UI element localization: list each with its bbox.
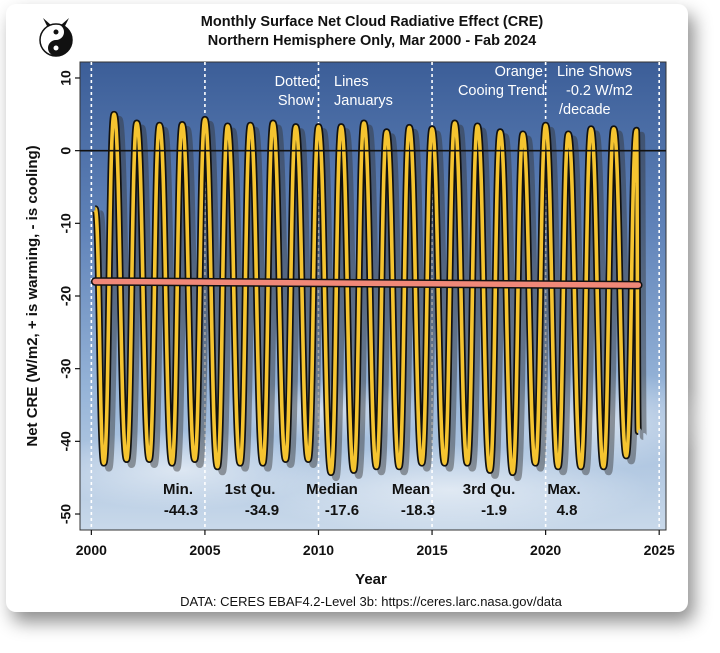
series-line bbox=[93, 112, 641, 475]
y-tick-label: -20 bbox=[58, 286, 74, 306]
y-axis-label: Net CRE (W/m2, + is warming, - is coolin… bbox=[24, 145, 41, 446]
annotation-trend-value: -0.2 W/m2 bbox=[566, 83, 633, 99]
trend-layer bbox=[90, 277, 643, 290]
y-tick-label: 0 bbox=[58, 147, 74, 155]
trend-line bbox=[92, 278, 642, 288]
stat-mean-label: Mean bbox=[392, 481, 430, 498]
annotation-show: Show bbox=[278, 93, 315, 109]
annotation-dotted: Dotted bbox=[275, 74, 318, 90]
stat-median-value: -17.6 bbox=[325, 502, 359, 519]
y-tick-label: -10 bbox=[58, 213, 74, 233]
x-tick-label: 2015 bbox=[416, 542, 447, 558]
stat-3rd-qu-value: -1.9 bbox=[481, 502, 507, 519]
x-tick-label: 2020 bbox=[530, 542, 561, 558]
yin-yang-logo-icon bbox=[39, 18, 73, 57]
annotations: Dotted Show Lines Januarys Orange Cooing… bbox=[275, 64, 633, 118]
stat-min-label: Min. bbox=[163, 481, 193, 498]
y-axis: 10 0 -10 -20 -30 -40 -50 bbox=[58, 70, 80, 524]
stat-max-value: 4.8 bbox=[557, 502, 578, 519]
data-source-note: DATA: CERES EBAF4.2-Level 3b: https://ce… bbox=[180, 594, 563, 609]
y-tick-label: -50 bbox=[58, 504, 74, 524]
x-tick-label: 2000 bbox=[76, 542, 107, 558]
x-axis: 2000 2005 2010 2015 2020 2025 bbox=[76, 530, 675, 558]
stat-median-label: Median bbox=[306, 481, 358, 498]
chart-subtitle: Northern Hemisphere Only, Mar 2000 - Fab… bbox=[208, 33, 537, 49]
annotation-per-decade: /decade bbox=[559, 102, 611, 118]
stat-mean-value: -18.3 bbox=[401, 502, 435, 519]
x-tick-label: 2005 bbox=[189, 542, 220, 558]
summary-stats: Min. -44.3 1st Qu. -34.9 Median -17.6 Me… bbox=[163, 481, 581, 519]
stat-1st-qu-value: -34.9 bbox=[245, 502, 279, 519]
series-layer bbox=[91, 110, 647, 482]
y-tick-label: 10 bbox=[58, 70, 74, 86]
annotation-line-shows: Line Shows bbox=[557, 64, 632, 80]
annotation-lines: Lines bbox=[334, 74, 369, 90]
stat-min-value: -44.3 bbox=[164, 502, 198, 519]
stat-3rd-qu-label: 3rd Qu. bbox=[463, 481, 516, 498]
y-tick-label: -30 bbox=[58, 358, 74, 378]
chart-title: Monthly Surface Net Cloud Radiative Effe… bbox=[201, 14, 544, 30]
annotation-cooling-trend: Cooing Trend bbox=[458, 83, 545, 99]
stat-1st-qu-label: 1st Qu. bbox=[225, 481, 276, 498]
y-tick-label: -40 bbox=[58, 431, 74, 451]
stat-max-label: Max. bbox=[547, 481, 580, 498]
annotation-januarys: Januarys bbox=[334, 93, 393, 109]
x-tick-label: 2025 bbox=[644, 542, 675, 558]
x-axis-label: Year bbox=[355, 571, 387, 588]
x-tick-label: 2010 bbox=[303, 542, 334, 558]
annotation-orange: Orange bbox=[495, 64, 543, 80]
